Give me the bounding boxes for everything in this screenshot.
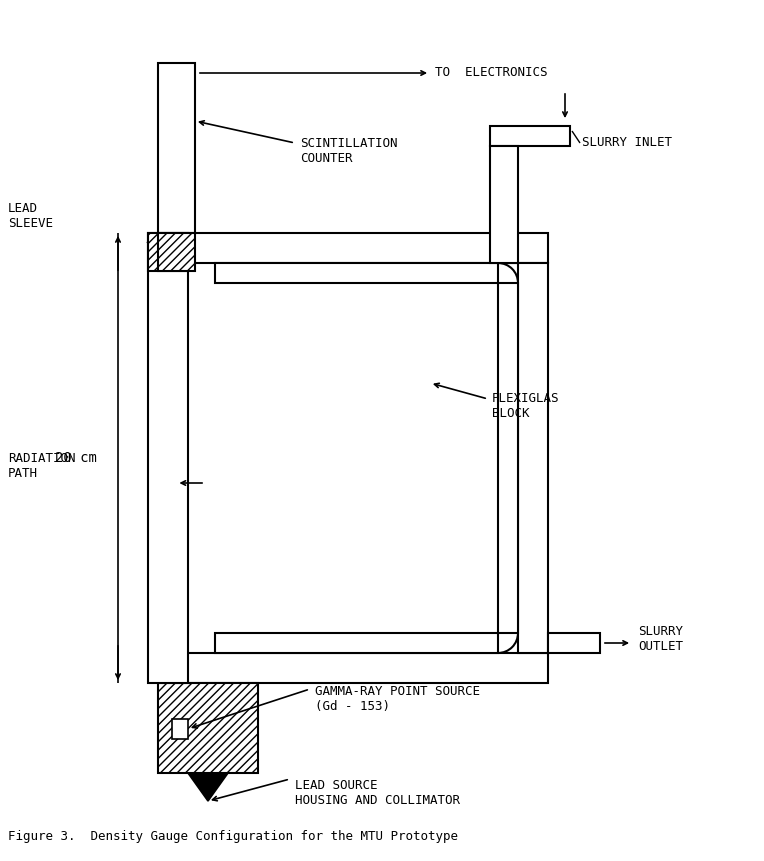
Bar <box>215 633 498 653</box>
Text: Figure 3.  Density Gauge Configuration for the MTU Prototype: Figure 3. Density Gauge Configuration fo… <box>8 830 458 843</box>
Bar <box>498 283 518 633</box>
Text: PLEXIGLAS
BLOCK: PLEXIGLAS BLOCK <box>492 392 559 420</box>
Text: TO  ELECTRONICS: TO ELECTRONICS <box>435 66 548 79</box>
Polygon shape <box>188 773 228 801</box>
Text: LEAD
SLEEVE: LEAD SLEEVE <box>8 202 53 230</box>
Text: SLURRY
OUTLET: SLURRY OUTLET <box>638 625 683 653</box>
Bar <box>215 263 498 283</box>
Text: RADIATION
PATH: RADIATION PATH <box>8 452 76 480</box>
Text: SLURRY INLET: SLURRY INLET <box>582 137 672 150</box>
Bar <box>172 719 188 739</box>
Text: LEAD SOURCE
HOUSING AND COLLIMATOR: LEAD SOURCE HOUSING AND COLLIMATOR <box>295 779 460 807</box>
Bar <box>490 146 518 263</box>
Bar <box>148 233 188 683</box>
Bar <box>148 233 188 271</box>
Bar <box>158 233 195 271</box>
Bar <box>185 233 548 263</box>
Bar <box>490 126 570 146</box>
Bar <box>158 683 258 773</box>
Text: SCINTILLATION
COUNTER: SCINTILLATION COUNTER <box>300 137 397 165</box>
Text: GAMMA-RAY POINT SOURCE
(Gd - 153): GAMMA-RAY POINT SOURCE (Gd - 153) <box>315 685 480 713</box>
Bar <box>158 63 195 233</box>
Bar <box>548 633 600 653</box>
Bar <box>185 653 548 683</box>
Bar <box>518 263 548 653</box>
Text: 20 cm: 20 cm <box>55 451 97 465</box>
